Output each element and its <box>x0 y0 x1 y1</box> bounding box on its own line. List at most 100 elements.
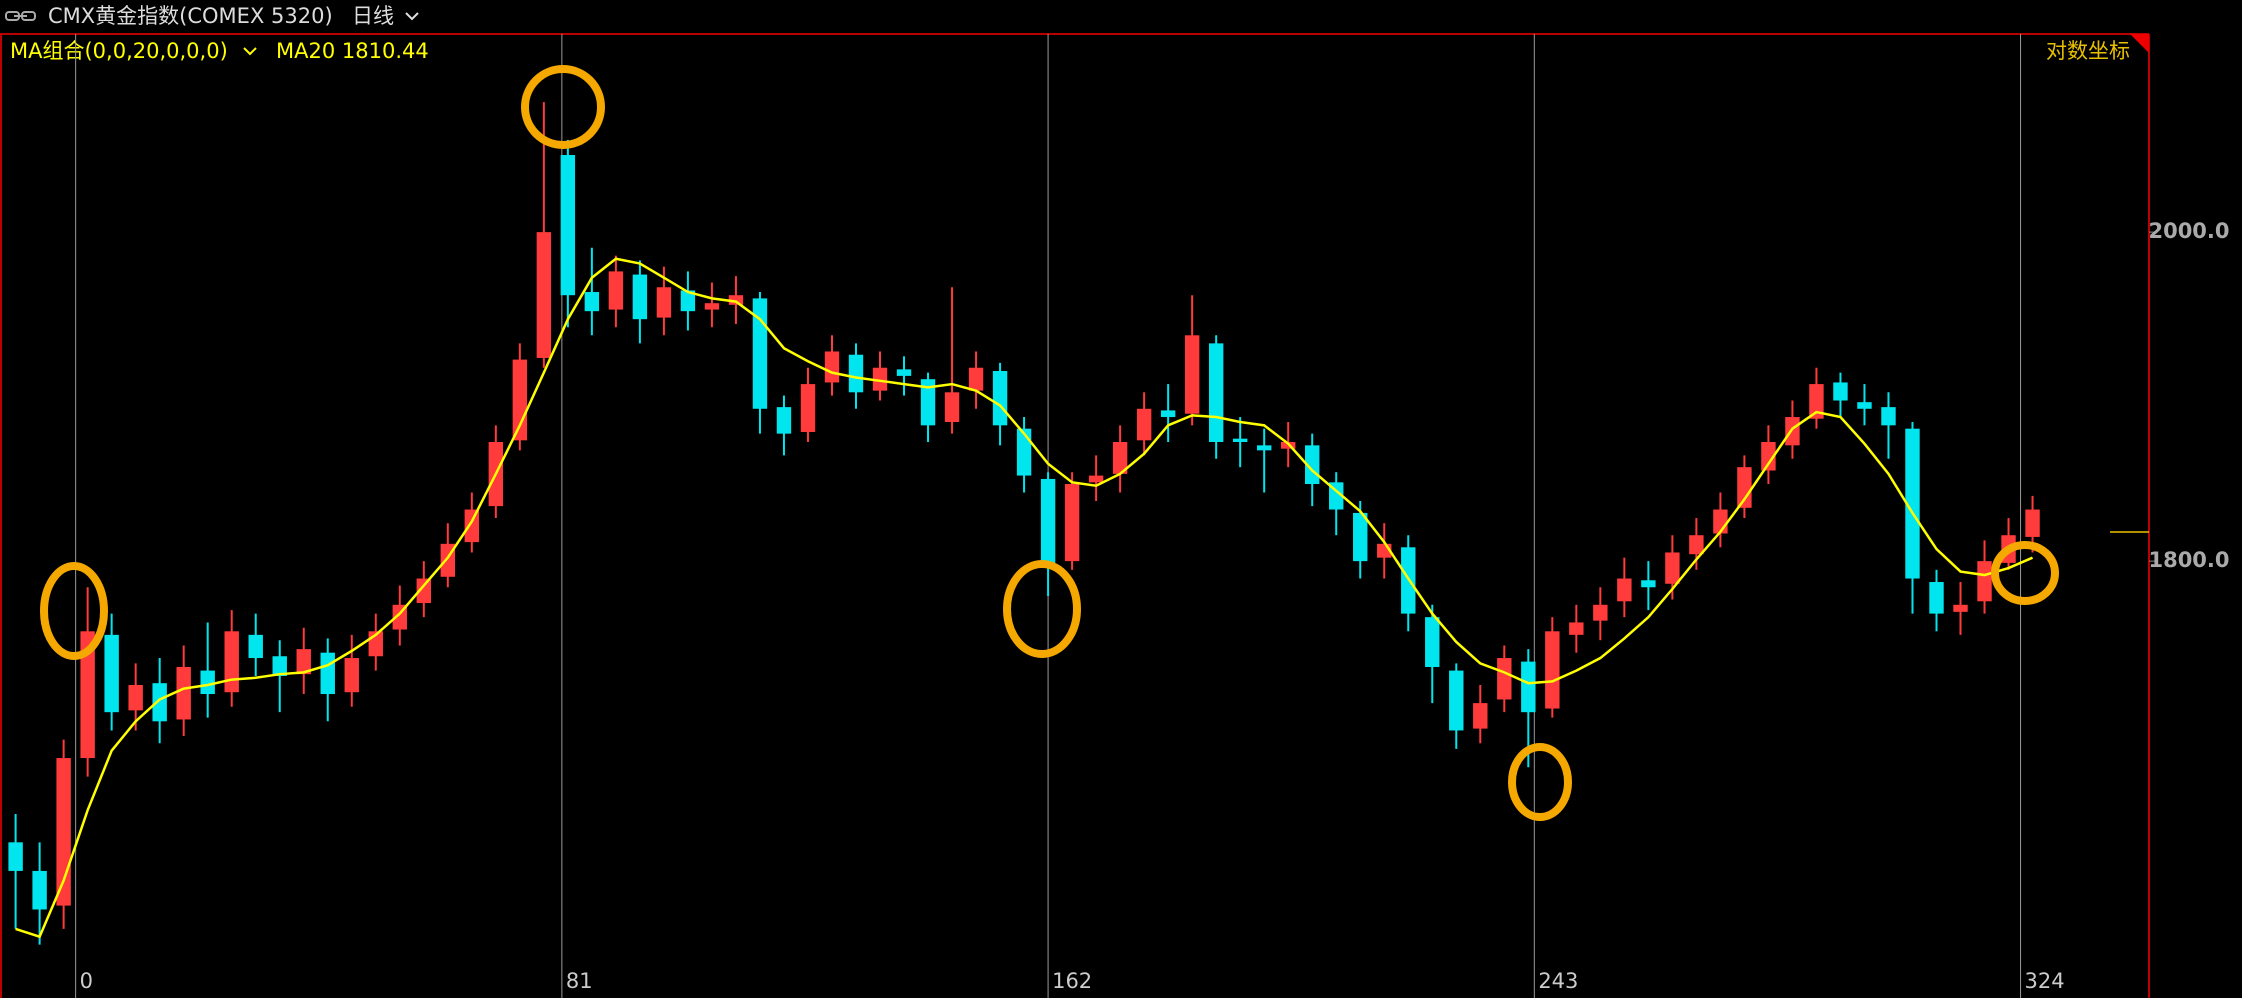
candle-body <box>1569 622 1584 635</box>
link-icon <box>5 11 36 21</box>
candle-body <box>1449 670 1464 731</box>
candle-body <box>272 656 287 676</box>
candle-body <box>944 392 960 423</box>
candle-body <box>200 670 215 695</box>
candle-body <box>2025 509 2040 537</box>
candle-body <box>344 658 359 693</box>
candle-body <box>224 631 239 693</box>
candle-body <box>992 370 1008 426</box>
candle-body <box>1256 445 1272 451</box>
candle-body <box>1473 703 1488 729</box>
candle-body <box>824 351 840 383</box>
candle-body <box>1737 467 1752 508</box>
indicator-selector[interactable]: MA组合(0,0,20,0,0,0) <box>10 39 228 63</box>
candle-body <box>1353 512 1368 562</box>
candle-body <box>680 290 696 312</box>
candle-body <box>176 666 191 720</box>
candle-body <box>416 578 432 604</box>
y-tick-label: 1800.0 <box>2148 548 2229 572</box>
annotation-circle <box>40 562 108 660</box>
candle-body <box>1497 658 1512 700</box>
candle-body <box>1088 475 1104 483</box>
annotation-circle <box>1003 560 1081 658</box>
candle-body <box>1857 402 1872 409</box>
candle-body <box>248 634 263 659</box>
ma-name: MA20 <box>276 39 335 63</box>
candle-body <box>632 274 648 320</box>
candle-body <box>1785 417 1800 446</box>
x-tick-label: 162 <box>1052 969 1092 993</box>
candle-body <box>1905 428 1920 579</box>
period-selector[interactable]: 日线 <box>352 4 394 28</box>
candle-body <box>1881 407 1896 426</box>
candle-body <box>608 271 624 310</box>
candle-body <box>920 379 936 426</box>
candle-body <box>1689 535 1704 555</box>
candle-body <box>32 870 47 910</box>
y-tick-label: 2000.0 <box>2148 219 2229 243</box>
candle-body <box>968 367 984 391</box>
x-tick-label: 0 <box>80 969 93 993</box>
candle-body <box>1521 661 1536 713</box>
corner-marker <box>2130 34 2149 53</box>
indicator-dropdown-arrow[interactable] <box>243 47 257 56</box>
annotation-circle <box>1991 541 2059 605</box>
candle-body <box>1953 604 1968 612</box>
candle-body <box>1929 582 1944 614</box>
candle-body <box>800 384 816 432</box>
candle-body <box>872 367 888 391</box>
candle-body <box>1617 578 1632 602</box>
log-scale-toggle[interactable]: 对数坐标 <box>2046 39 2130 63</box>
candle-body <box>560 155 576 296</box>
candle-body <box>1064 484 1080 562</box>
annotations <box>40 65 2059 821</box>
x-tick-label: 243 <box>1538 969 1578 993</box>
candle-body <box>1761 441 1776 471</box>
candle-body <box>1112 441 1128 474</box>
ma-last-value: 1810.44 <box>342 39 429 63</box>
candle-body <box>848 354 864 393</box>
candle-body <box>536 232 552 358</box>
candle-body <box>704 303 720 310</box>
plot: 0 81 162 243 324 2000.0 1800.0 <box>8 34 2230 998</box>
ma-line <box>15 257 2034 939</box>
period-dropdown-arrow[interactable] <box>405 12 419 21</box>
candle-body <box>128 684 143 711</box>
candle-body <box>1425 617 1440 667</box>
candle-body <box>512 359 528 441</box>
candle-body <box>320 652 335 695</box>
candle-body <box>1665 552 1680 584</box>
x-tick-label: 81 <box>566 969 593 993</box>
candle-body <box>752 298 768 409</box>
candle-body <box>296 649 311 675</box>
candle-body <box>1232 438 1248 442</box>
ma-legend: MA20 1810.44 <box>276 39 429 63</box>
annotation-circle <box>1508 743 1572 821</box>
candle-body <box>80 631 95 759</box>
candle-body <box>1016 428 1032 476</box>
candle-body <box>1809 384 1824 419</box>
annotation-circle <box>521 65 605 149</box>
candle-body <box>776 407 792 434</box>
candle-body <box>1208 343 1224 442</box>
instrument-title: CMX黄金指数(COMEX 5320) <box>48 4 333 28</box>
candle-body <box>1160 410 1176 418</box>
candle-body <box>464 509 480 543</box>
candle-body <box>1136 408 1152 441</box>
candle-body <box>1040 478 1056 565</box>
candle-body <box>104 634 119 713</box>
candle-body <box>1833 382 1848 401</box>
candle-body <box>656 287 672 318</box>
candle-body <box>1184 335 1200 414</box>
candle-body <box>896 369 912 376</box>
candle-body <box>152 683 167 722</box>
x-tick-label: 324 <box>2025 969 2065 993</box>
candle-body <box>1977 561 1992 602</box>
candle-body <box>1641 580 1656 588</box>
candle-body <box>1545 631 1560 709</box>
candle-body <box>584 292 600 312</box>
candle-body <box>728 295 744 305</box>
